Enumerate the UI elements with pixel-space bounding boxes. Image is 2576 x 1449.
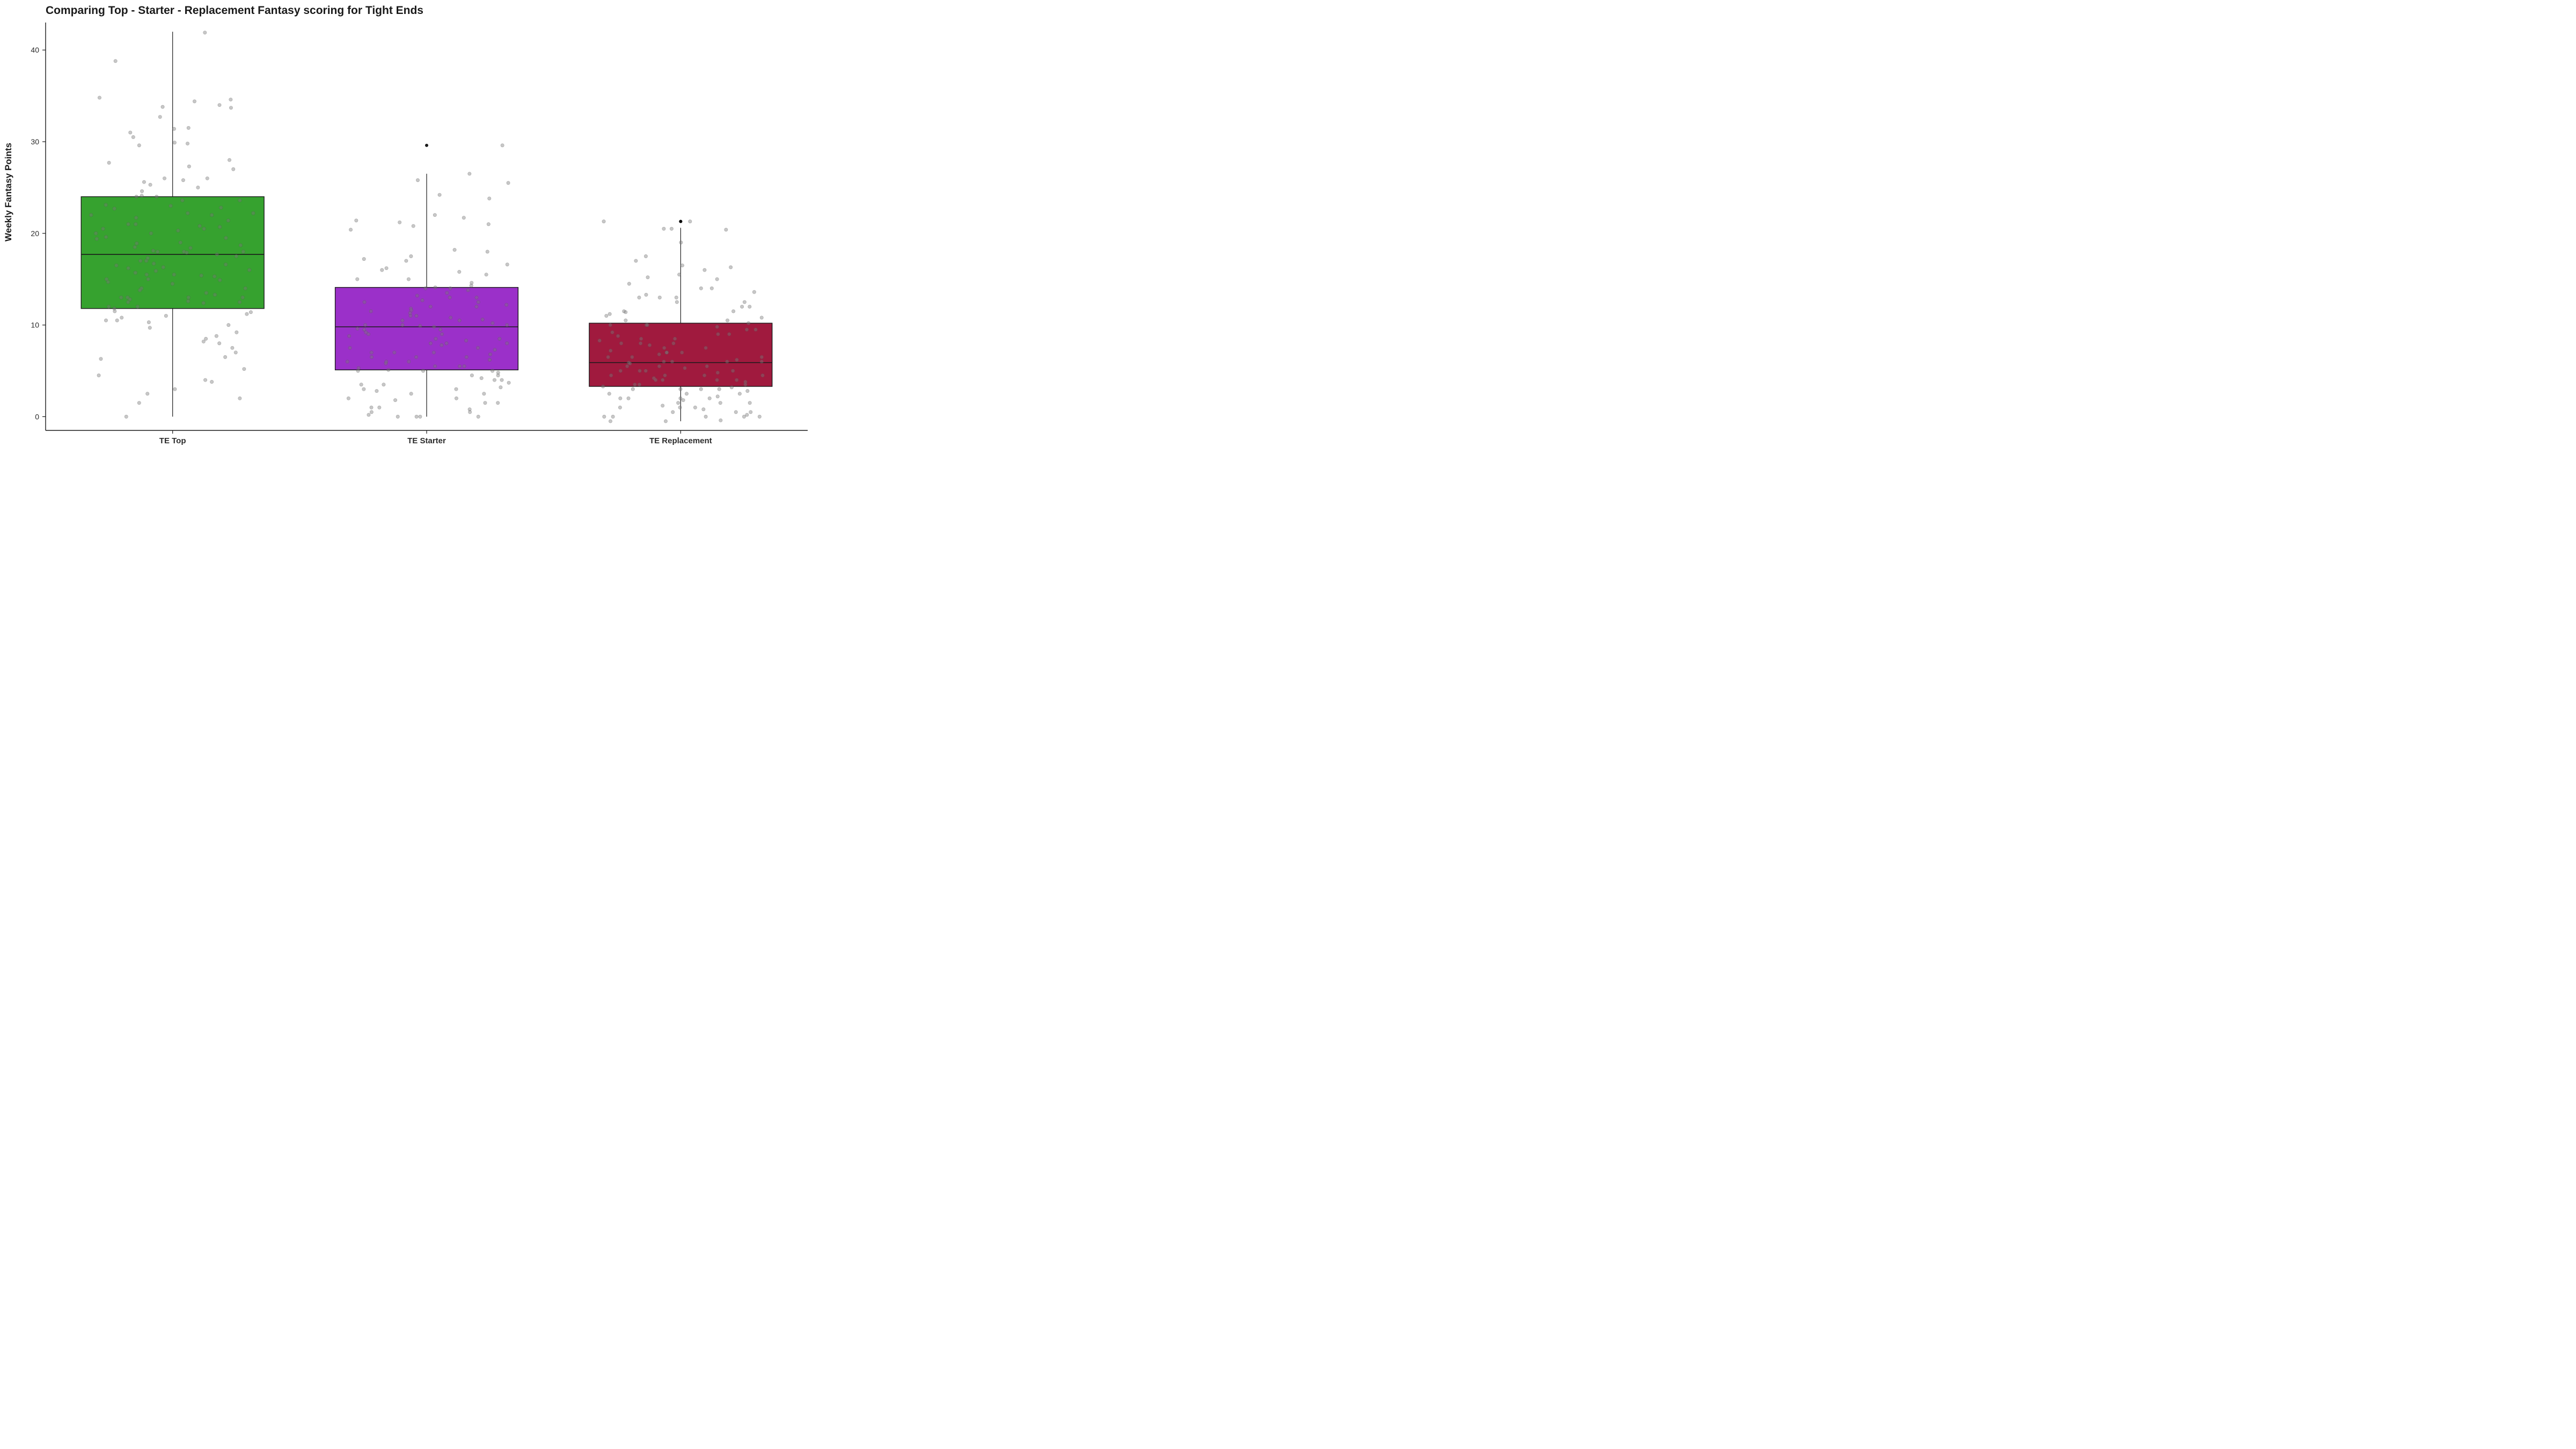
svg-text:30: 30 bbox=[31, 137, 39, 146]
chart-title: Comparing Top - Starter - Replacement Fa… bbox=[46, 4, 423, 17]
svg-text:40: 40 bbox=[31, 46, 39, 54]
svg-text:TE Starter: TE Starter bbox=[407, 436, 446, 445]
boxplot-chart: Comparing Top - Starter - Replacement Fa… bbox=[0, 0, 816, 459]
plot-area: 0 10 20 30 40 TE Top TE Starter TE Replacement bbox=[0, 0, 816, 455]
svg-text:TE Top: TE Top bbox=[159, 436, 186, 445]
svg-text:TE Replacement: TE Replacement bbox=[649, 436, 712, 445]
svg-text:10: 10 bbox=[31, 321, 39, 330]
y-axis-label: Weekly Fantasy Points bbox=[3, 143, 14, 241]
svg-text:0: 0 bbox=[35, 412, 39, 421]
svg-text:20: 20 bbox=[31, 229, 39, 238]
